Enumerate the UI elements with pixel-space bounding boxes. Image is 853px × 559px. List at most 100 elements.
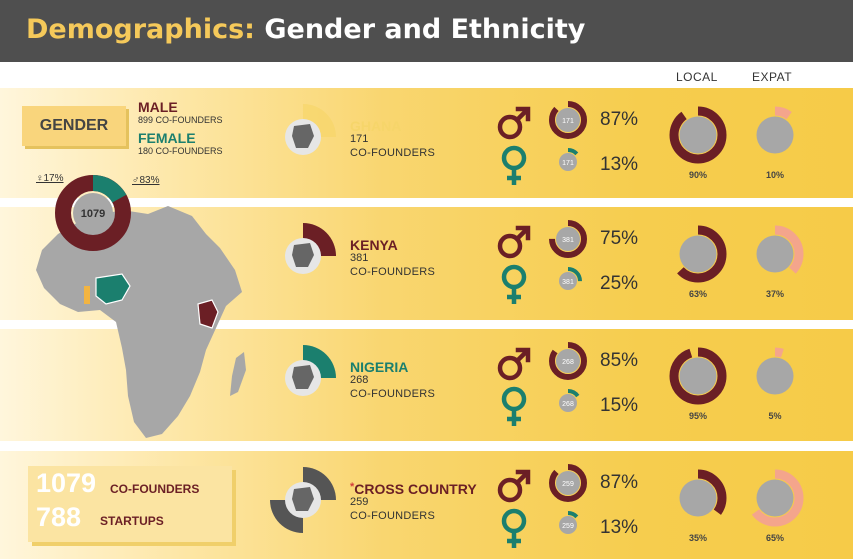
page-title: Demographics: Gender and Ethnicity (0, 0, 853, 62)
local-donut-kenya (669, 225, 727, 283)
female-percent-ghana: 13% (600, 154, 639, 175)
country-label-cross: CO-FOUNDERS (350, 510, 436, 522)
total-startups-label: STARTUPS (100, 514, 164, 528)
country-name-cross: *CROSS COUNTRY (350, 481, 477, 497)
male-percent-nigeria: 85% (600, 350, 639, 371)
local-donut-cross-arc (669, 469, 727, 527)
male-symbol-icon (497, 469, 531, 503)
female-ring-cross: 259 (554, 511, 582, 539)
country-thumbnail-ghana (285, 104, 336, 155)
country-thumbnail-cross (270, 467, 336, 533)
male-percent-cross: 87% (600, 472, 639, 493)
expat-percent-kenya: 37% (765, 289, 784, 299)
country-name-nigeria: NIGERIA (350, 359, 408, 375)
female-ring-kenya: 381 (554, 267, 582, 295)
local-donut-nigeria (669, 347, 727, 405)
male-percent-ghana: 87% (600, 109, 639, 130)
expat-percent-cross: 65% (765, 533, 784, 543)
local-donut-cross (669, 469, 727, 527)
male-ring-cross: 259 (549, 464, 587, 502)
country-count-nigeria: 268 (350, 374, 369, 386)
female-symbol-icon (501, 386, 527, 426)
africa-map-icon (36, 206, 246, 438)
male-ring-nigeria-arc (549, 342, 587, 380)
country-name-text: NIGERIA (350, 359, 409, 375)
expat-donut-nigeria-arc (746, 347, 804, 405)
female-symbol-icon (501, 145, 527, 185)
legend-male: MALE (138, 99, 178, 115)
footnote-star: * (350, 481, 355, 493)
local-donut-kenya-arc (669, 225, 727, 283)
country-name-kenya: KENYA (350, 237, 398, 253)
legend-female-count: 180 CO-FOUNDERS (138, 146, 223, 156)
expat-percent-nigeria: 5% (768, 411, 782, 421)
female-ring-nigeria: 268 (554, 389, 582, 417)
local-donut-ghana-arc (669, 106, 727, 164)
female-ring-kenya-count: 381 (562, 279, 574, 286)
local-percent-ghana: 90% (688, 170, 707, 180)
female-ring-ghana-count: 171 (562, 160, 574, 167)
country-name-ghana: GHANA (350, 118, 401, 134)
local-donut-nigeria-arc (669, 347, 727, 405)
title-rest: Gender and Ethnicity (264, 14, 586, 45)
male-ring-cross-arc (549, 464, 587, 502)
male-ring-ghana-count: 171 (562, 118, 574, 125)
expat-donut-cross-arc (746, 469, 804, 527)
male-symbol-icon (497, 347, 531, 381)
country-thumbnail-nigeria (285, 345, 336, 396)
title-accent: Demographics: (26, 14, 255, 45)
column-label-local: LOCAL (676, 70, 718, 84)
local-percent-nigeria: 95% (688, 411, 707, 421)
country-label-ghana: CO-FOUNDERS (350, 147, 436, 159)
totals-box: 1079 CO-FOUNDERS 788 STARTUPS (28, 466, 232, 542)
column-label-expat: EXPAT (752, 70, 793, 84)
male-symbol-icon (497, 106, 531, 140)
legend-female: FEMALE (138, 130, 196, 146)
country-thumbnail-kenya (285, 223, 336, 274)
male-symbol-icon (497, 225, 531, 259)
female-share-label: ♀17% (36, 173, 64, 184)
total-cofounders-number: 1079 (36, 468, 97, 498)
male-ring-nigeria: 268 (549, 342, 587, 380)
male-ring-kenya-arc (549, 220, 587, 258)
local-percent-kenya: 63% (688, 289, 707, 299)
female-ring-cross-arc (554, 511, 582, 539)
country-count-kenya: 381 (350, 252, 369, 264)
expat-donut-nigeria (746, 347, 804, 405)
male-ring-nigeria-count: 268 (562, 359, 574, 366)
female-percent-kenya: 25% (600, 273, 639, 294)
female-ring-ghana: 171 (554, 148, 582, 176)
expat-donut-ghana (746, 106, 804, 164)
gender-total-donut: 1079 (55, 175, 131, 251)
male-percent-kenya: 75% (600, 228, 639, 249)
female-ring-nigeria-arc (554, 389, 582, 417)
local-donut-ghana (669, 106, 727, 164)
country-label-kenya: CO-FOUNDERS (350, 266, 436, 278)
female-ring-ghana-arc (554, 148, 582, 176)
country-count-cross: 259 (350, 496, 369, 508)
female-symbol-icon (501, 508, 527, 548)
male-ring-ghana: 171 (549, 101, 587, 139)
country-name-text: CROSS COUNTRY (354, 481, 477, 497)
female-ring-kenya-arc (554, 267, 582, 295)
female-ring-cross-count: 259 (562, 523, 574, 530)
gender-label-box: GENDER (22, 106, 126, 146)
country-count-ghana: 171 (350, 133, 369, 145)
expat-donut-kenya (746, 225, 804, 283)
male-ring-ghana-arc (549, 101, 587, 139)
female-symbol-icon (501, 264, 527, 304)
female-ring-nigeria-count: 268 (562, 401, 574, 408)
female-percent-nigeria: 15% (600, 395, 639, 416)
female-percent-cross: 13% (600, 517, 639, 538)
country-label-nigeria: CO-FOUNDERS (350, 388, 436, 400)
expat-donut-cross (746, 469, 804, 527)
male-ring-cross-count: 259 (562, 481, 574, 488)
country-name-text: GHANA (350, 118, 402, 134)
local-percent-cross: 35% (688, 533, 707, 543)
total-startups-number: 788 (36, 502, 82, 532)
male-ring-kenya-count: 381 (562, 237, 574, 244)
male-share-label: ♂83% (132, 175, 160, 186)
expat-donut-kenya-arc (746, 225, 804, 283)
gender-total: 1079 (81, 208, 105, 220)
expat-percent-ghana: 10% (765, 170, 784, 180)
